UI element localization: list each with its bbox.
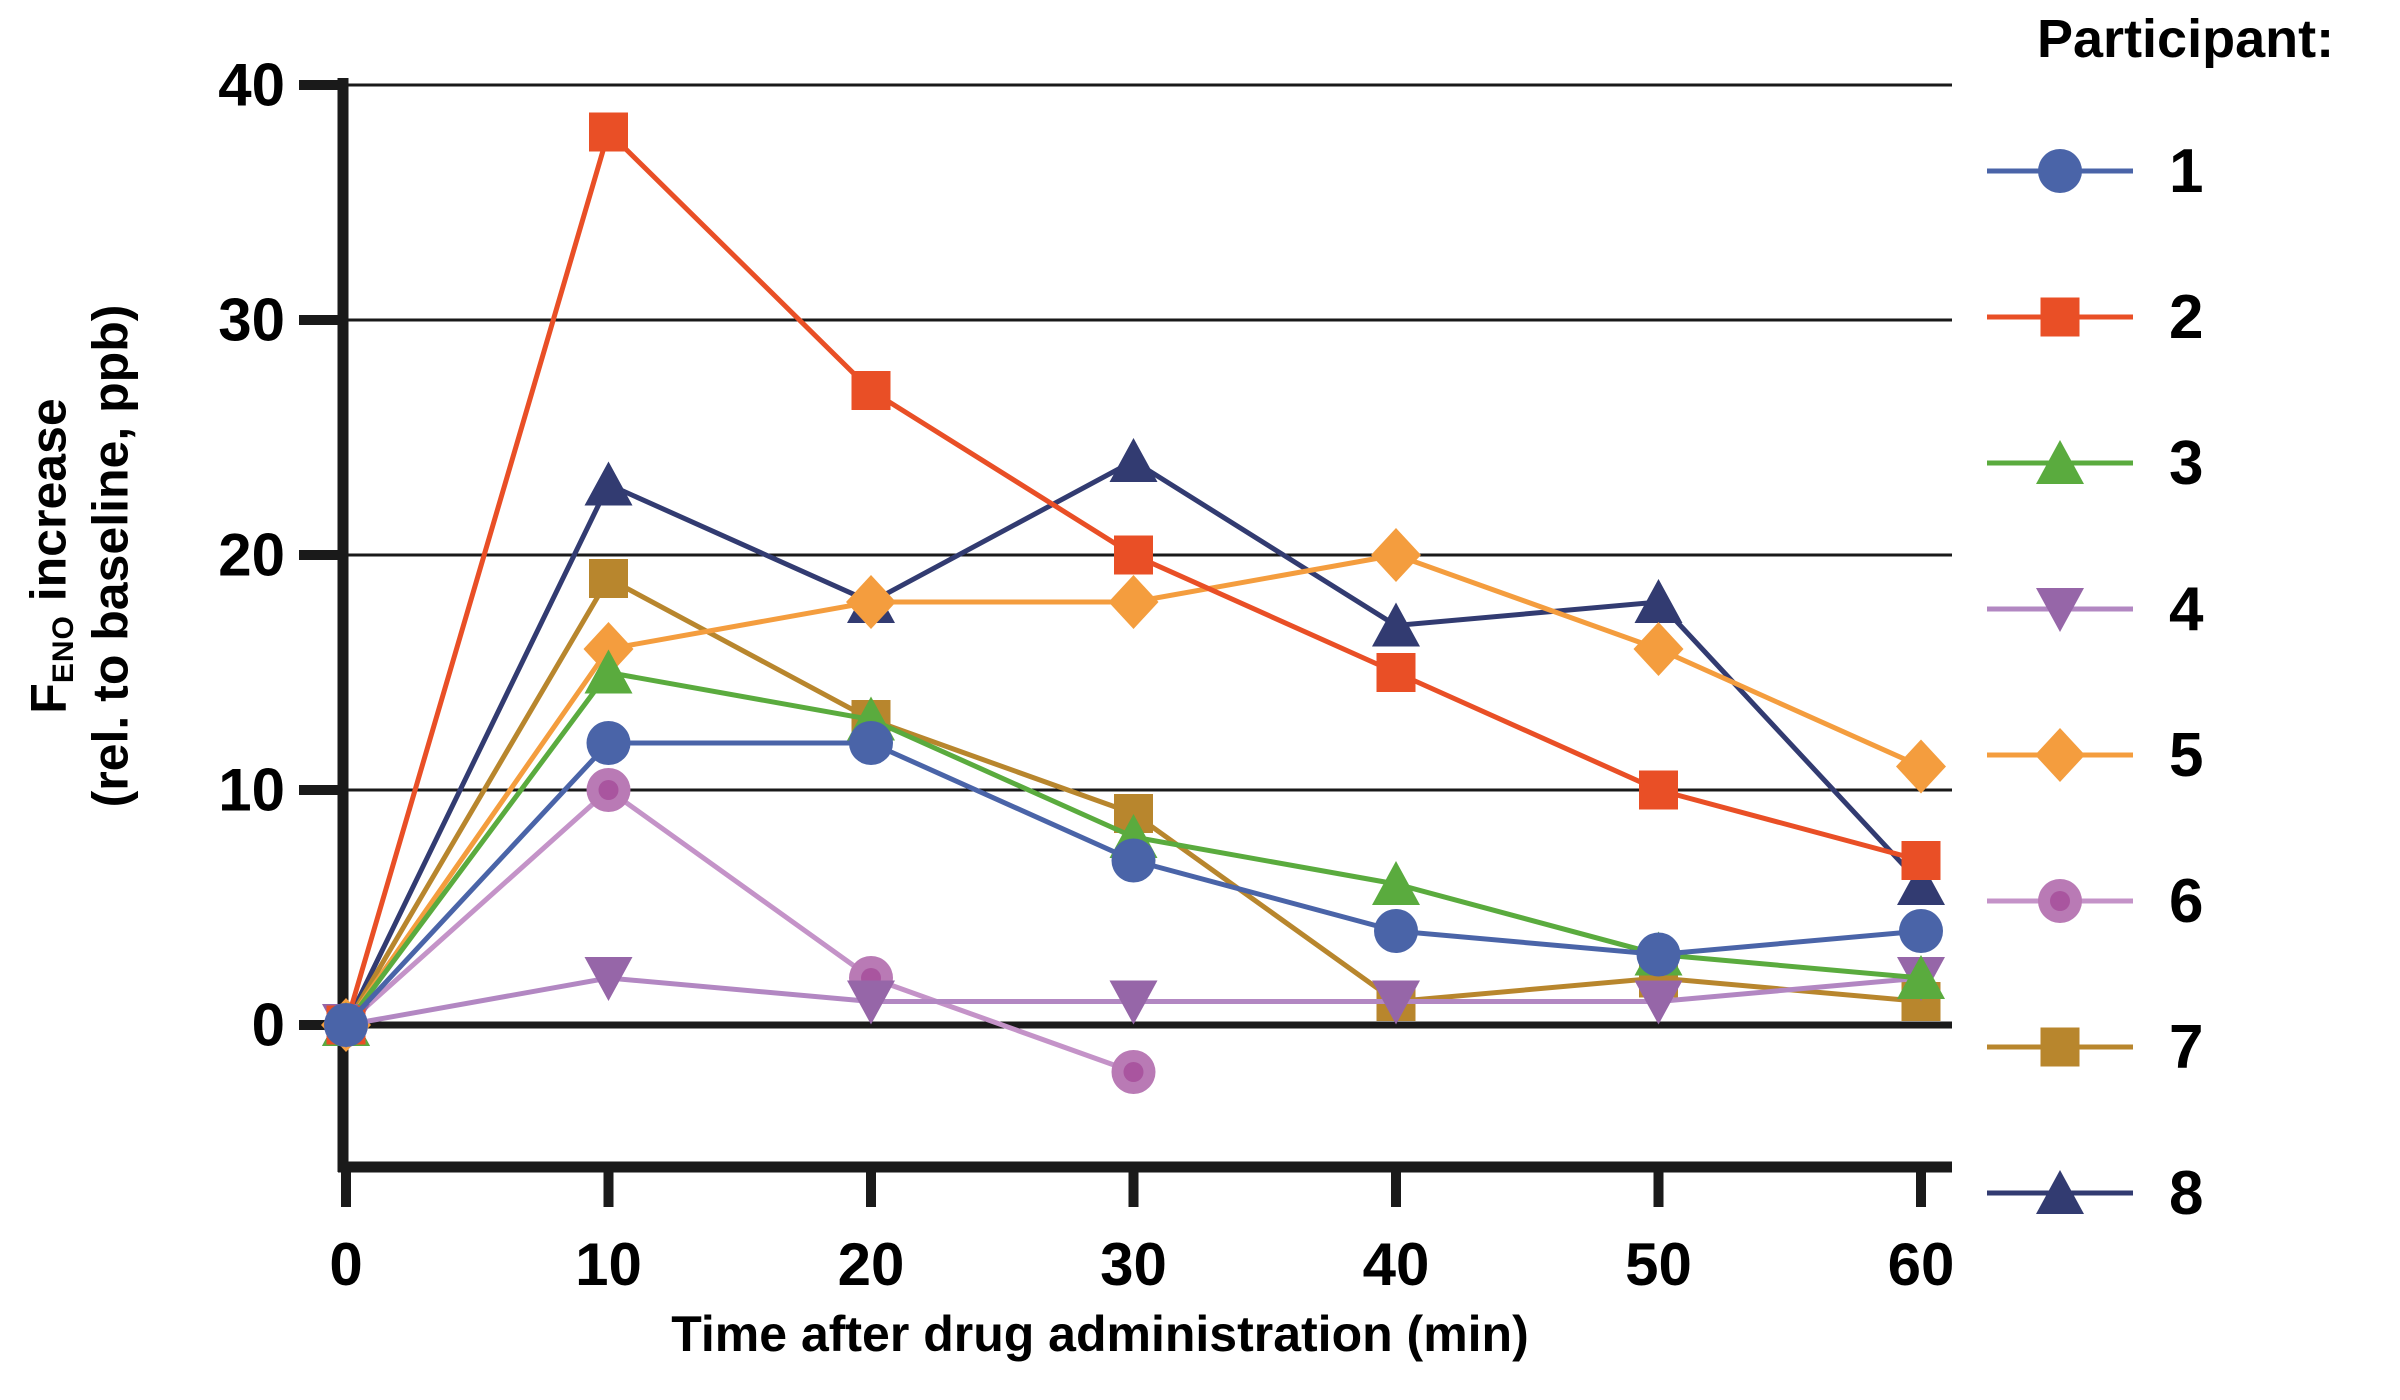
series-5-marker-t60 — [1896, 739, 1946, 794]
series-6-marker-t30-inner — [1123, 1062, 1144, 1082]
legend-marker-7 — [2040, 1027, 2080, 1067]
series-2-marker-t60 — [1901, 841, 1941, 880]
y-tick-label-40: 40 — [218, 52, 285, 119]
series-2-marker-t30 — [1114, 535, 1153, 575]
series-4-marker-t30 — [1109, 980, 1158, 1025]
y-axis-label-line1: FENO increase — [20, 398, 81, 714]
legend-marker-5 — [2035, 728, 2085, 782]
series-8-marker-t30 — [1109, 438, 1158, 482]
series-8-marker-t50 — [1634, 579, 1683, 623]
series-line-6 — [344, 786, 1135, 1075]
legend-marker-square-icon — [1987, 297, 2133, 337]
series-3-marker-t10 — [584, 649, 633, 694]
x-tick-label-30: 30 — [1100, 1231, 1167, 1298]
legend-title: Participant: — [2037, 9, 2335, 69]
legend-marker-4 — [2036, 588, 2084, 632]
series-1-marker-t40 — [1374, 909, 1418, 953]
x-tick-label-10: 10 — [575, 1231, 642, 1298]
series-5-marker-t40 — [1371, 528, 1421, 582]
legend-marker-triangle-down-icon — [1987, 588, 2133, 632]
legend-marker-circle-icon — [1987, 149, 2133, 193]
x-tick-label-0: 0 — [329, 1231, 362, 1298]
legend-marker-3 — [2036, 440, 2084, 484]
y-tick-label-0: 0 — [252, 992, 285, 1059]
legend-marker-square-icon — [1987, 1027, 2133, 1067]
series-1-marker-t0 — [324, 1003, 368, 1047]
legend-marker-1 — [2038, 149, 2082, 193]
series-2-marker-t40 — [1376, 653, 1416, 692]
legend-item-3: 3 — [1985, 390, 2385, 536]
legend-marker-2 — [2040, 297, 2080, 337]
legend-label: 7 — [2169, 1012, 2204, 1082]
series-5-marker-t50 — [1633, 622, 1684, 676]
series-4-marker-t20 — [847, 980, 895, 1025]
legend-marker-8 — [2036, 1170, 2084, 1214]
legend-item-5: 5 — [1985, 682, 2385, 828]
y-axis-label-line2: (rel. to baseline, ppb) — [82, 304, 139, 808]
x-tick-label-40: 40 — [1363, 1231, 1430, 1298]
series-1-marker-t50 — [1636, 932, 1681, 977]
y-axis-label: FENO increase (rel. to baseline, ppb) — [20, 305, 141, 808]
legend-marker-triangle-up-icon — [1987, 1170, 2133, 1214]
series-3-marker-t40 — [1372, 861, 1420, 905]
legend-label: 2 — [2169, 282, 2204, 352]
x-tick-label-60: 60 — [1888, 1231, 1955, 1298]
legend-marker-circle-icon — [1987, 879, 2133, 923]
y-tick-label-30: 30 — [218, 287, 285, 354]
series-4-marker-t40 — [1372, 980, 1420, 1025]
y-tick-label-20: 20 — [218, 522, 285, 589]
legend-marker-6-inner — [2050, 891, 2070, 911]
series-3-marker-t60 — [1897, 955, 1945, 999]
legend-label: 4 — [2169, 574, 2204, 644]
series-1-marker-t20 — [849, 721, 893, 765]
series-5-marker-t20 — [846, 575, 896, 629]
series-5-marker-t30 — [1108, 575, 1159, 629]
legend-item-1: 1 — [1985, 98, 2385, 244]
series-8-marker-t60 — [1897, 861, 1945, 905]
y-tick-label-10: 10 — [218, 757, 285, 824]
legend-marker-triangle-up-icon — [1987, 440, 2133, 484]
x-tick-label-50: 50 — [1625, 1231, 1692, 1298]
legend-item-6: 6 — [1985, 828, 2385, 974]
legend-label: 6 — [2169, 866, 2204, 936]
legend-label: 8 — [2169, 1158, 2204, 1228]
legend-label: 5 — [2169, 720, 2204, 790]
series-2-marker-t50 — [1639, 770, 1678, 810]
series-8-marker-t40 — [1372, 602, 1420, 647]
series-1-marker-t30 — [1111, 838, 1156, 883]
series-1-marker-t60 — [1899, 909, 1943, 953]
series-8-marker-t10 — [584, 461, 633, 506]
series-1-marker-t10 — [586, 721, 631, 765]
series-7-marker-t10 — [589, 559, 628, 598]
series-6-marker-t10-inner — [598, 780, 619, 800]
legend: Participant: 1 2 3 4 5 6 7 8 — [1985, 8, 2385, 1266]
legend-marker-diamond-icon — [1987, 728, 2133, 782]
legend-label: 3 — [2169, 428, 2204, 498]
series-2-marker-t20 — [851, 371, 891, 410]
legend-item-8: 8 — [1985, 1120, 2385, 1266]
legend-item-4: 4 — [1985, 536, 2385, 682]
series-5-marker-t10 — [583, 622, 634, 676]
legend-label: 1 — [2169, 136, 2204, 206]
series-4-marker-t10 — [584, 957, 633, 1001]
x-axis-label: Time after drug administration (min) — [671, 1306, 1529, 1362]
x-tick-label-20: 20 — [838, 1231, 905, 1298]
series-2-marker-t10 — [589, 112, 628, 152]
legend-item-2: 2 — [1985, 244, 2385, 390]
series-4-marker-t50 — [1634, 980, 1683, 1025]
legend-item-7: 7 — [1985, 974, 2385, 1120]
